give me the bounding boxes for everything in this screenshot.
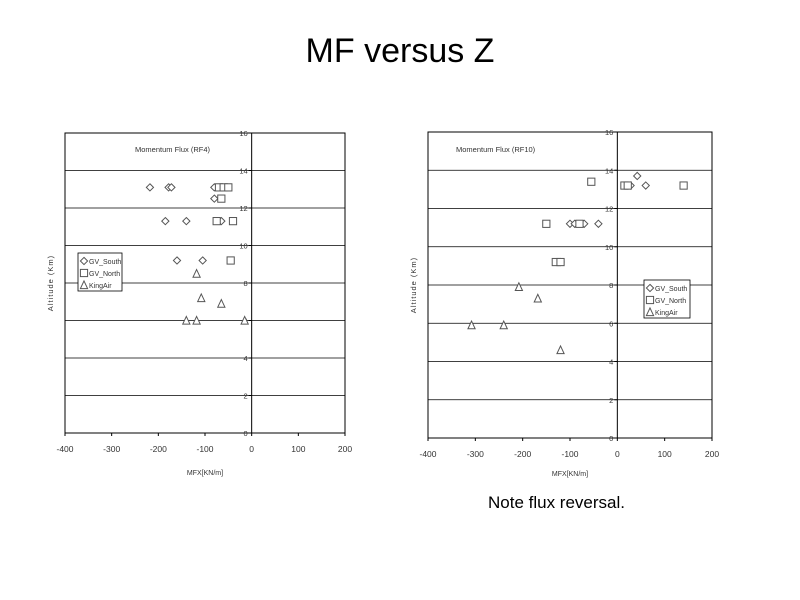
legend: GV_South GV_North KingAir (77, 252, 123, 292)
legend-label: GV_North (89, 271, 120, 278)
data-point-gv-south (161, 216, 170, 226)
x-axis-label: MFX[KN/m] (552, 471, 588, 478)
legend-label: KingAir (89, 283, 112, 290)
data-point-kingair (533, 293, 543, 303)
legend-label: GV_South (655, 286, 687, 293)
y-tick-label: 2 (609, 396, 613, 405)
y-tick-label: 10 (239, 242, 247, 251)
data-point-kingair (192, 268, 201, 278)
y-tick-label: 0 (243, 429, 247, 438)
legend: GV_South GV_North KingAir (643, 279, 691, 319)
x-axis-label: MFX[KN/m] (187, 470, 223, 477)
data-point-gv-south (172, 256, 182, 265)
legend-marker (79, 268, 89, 278)
data-point-kingair (181, 315, 191, 325)
y-axis-label: Altitude (Km) (409, 257, 418, 313)
data-point-kingair (467, 319, 476, 330)
data-point-gv-north (224, 183, 233, 192)
y-tick-label: 0 (609, 434, 613, 443)
data-point-kingair (240, 315, 250, 325)
legend-marker (79, 279, 89, 290)
x-tick-label: -400 (419, 449, 436, 459)
x-tick-label: 200 (338, 444, 352, 454)
x-tick-label: 200 (705, 449, 719, 459)
data-point-gv-north (623, 181, 632, 190)
data-point-kingair (196, 292, 206, 303)
chart-rf4: 0246810121416-400-300-200-1000100200MFX[… (46, 129, 352, 477)
x-tick-label: -100 (196, 444, 213, 454)
legend-marker (645, 283, 655, 293)
note-text: Note flux reversal. (488, 493, 625, 512)
x-tick-label: -300 (467, 449, 484, 459)
y-tick-label: 6 (609, 319, 613, 328)
data-point-kingair (216, 298, 226, 308)
slide-title: MF versus Z (305, 32, 495, 70)
data-point-gv-north (587, 177, 596, 186)
x-tick-label: 100 (658, 449, 672, 459)
legend-label: GV_North (655, 298, 686, 305)
data-point-gv-north (212, 217, 221, 226)
data-point-kingair (192, 315, 201, 325)
data-point-gv-south (641, 181, 651, 190)
legend-marker (645, 295, 655, 305)
chart-title: Momentum Flux (RF4) (135, 145, 211, 154)
y-tick-label: 12 (239, 204, 247, 213)
data-point-gv-south (167, 183, 176, 192)
data-point-gv-north (217, 194, 226, 203)
data-point-gv-south (210, 194, 219, 203)
data-point-kingair (556, 344, 565, 355)
legend-marker (79, 256, 89, 266)
chart-rf10: 0 2 4 6 8 10 12 14 16 -400 -300 -200 -100 0 100 200 MFX[… (409, 128, 719, 478)
data-point-gv-south (145, 183, 155, 192)
y-tick-label: 16 (605, 128, 613, 137)
y-tick-label: 16 (239, 129, 247, 138)
y-tick-label: 2 (243, 392, 247, 401)
data-point-gv-north (542, 219, 551, 228)
data-point-kingair (499, 319, 509, 330)
x-tick-label: 100 (291, 444, 305, 454)
y-tick-label: 14 (605, 166, 613, 175)
data-point-gv-north (228, 217, 238, 226)
y-tick-label: 8 (243, 279, 247, 288)
x-tick-label: -400 (56, 444, 73, 454)
data-point-gv-north (556, 257, 565, 267)
y-tick-label: 10 (605, 243, 613, 252)
data-point-gv-south (182, 216, 191, 226)
y-tick-label: 12 (605, 205, 613, 214)
legend-marker (645, 306, 655, 317)
chart-title: Momentum Flux (RF10) (456, 145, 536, 154)
data-point-gv-north (679, 181, 688, 190)
x-tick-label: -300 (103, 444, 120, 454)
y-tick-label: 8 (609, 281, 613, 290)
x-tick-label: 0 (615, 449, 620, 459)
data-point-gv-north (575, 219, 584, 228)
legend-label: GV_South (89, 259, 121, 266)
data-point-gv-south (594, 219, 603, 229)
x-tick-label: -100 (561, 449, 578, 459)
y-tick-label: 4 (609, 358, 613, 367)
data-point-gv-north (226, 256, 235, 265)
legend-label: KingAir (655, 310, 678, 317)
x-tick-label: -200 (150, 444, 167, 454)
x-tick-label: -200 (514, 449, 531, 459)
y-axis-label: Altitude (Km) (46, 255, 55, 311)
data-point-kingair (514, 281, 524, 292)
y-tick-label: 4 (243, 354, 247, 363)
y-tick-label: 14 (239, 167, 247, 176)
data-point-gv-south (198, 256, 207, 265)
data-point-gv-south (632, 171, 642, 181)
x-tick-label: 0 (249, 444, 254, 454)
